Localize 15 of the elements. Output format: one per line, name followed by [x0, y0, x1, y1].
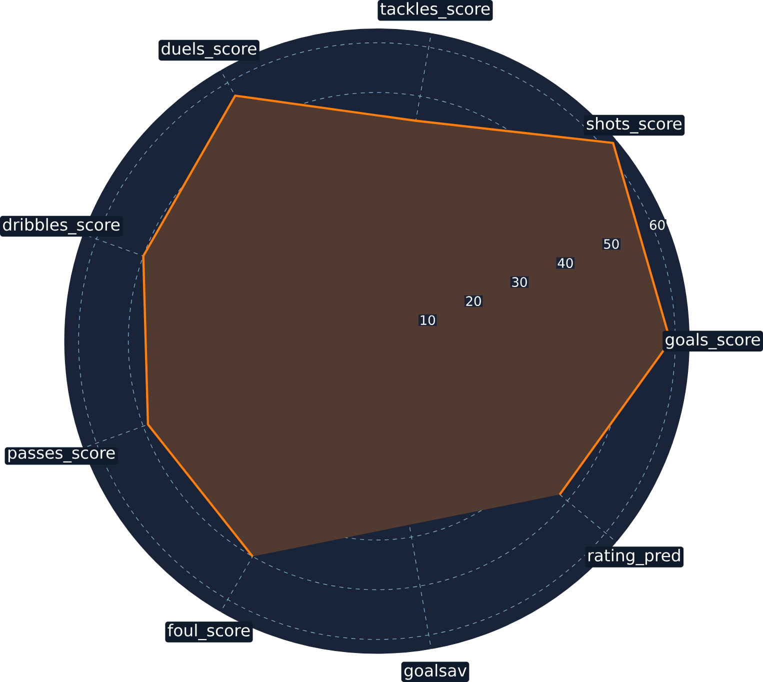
spoke-label: goalsav: [404, 664, 466, 680]
spoke-label: dribbles_score: [3, 218, 120, 234]
spoke-label: shots_score: [586, 117, 682, 134]
spoke-label: rating_pred: [588, 548, 680, 566]
y-tick-label: 60: [650, 220, 665, 230]
spoke-label: goals_score: [666, 332, 760, 350]
y-tick-label: 40: [558, 258, 573, 268]
spoke-label: tackles_score: [380, 2, 490, 19]
y-tick-label: 20: [466, 296, 481, 306]
spoke-label: duels_score: [162, 42, 256, 58]
y-tick-label: 30: [512, 277, 527, 287]
y-tick-label: 10: [420, 315, 436, 326]
y-tick-label: 50: [604, 239, 619, 249]
spoke-label: foul_score: [168, 624, 250, 640]
spoke-label: passes_score: [8, 449, 115, 463]
